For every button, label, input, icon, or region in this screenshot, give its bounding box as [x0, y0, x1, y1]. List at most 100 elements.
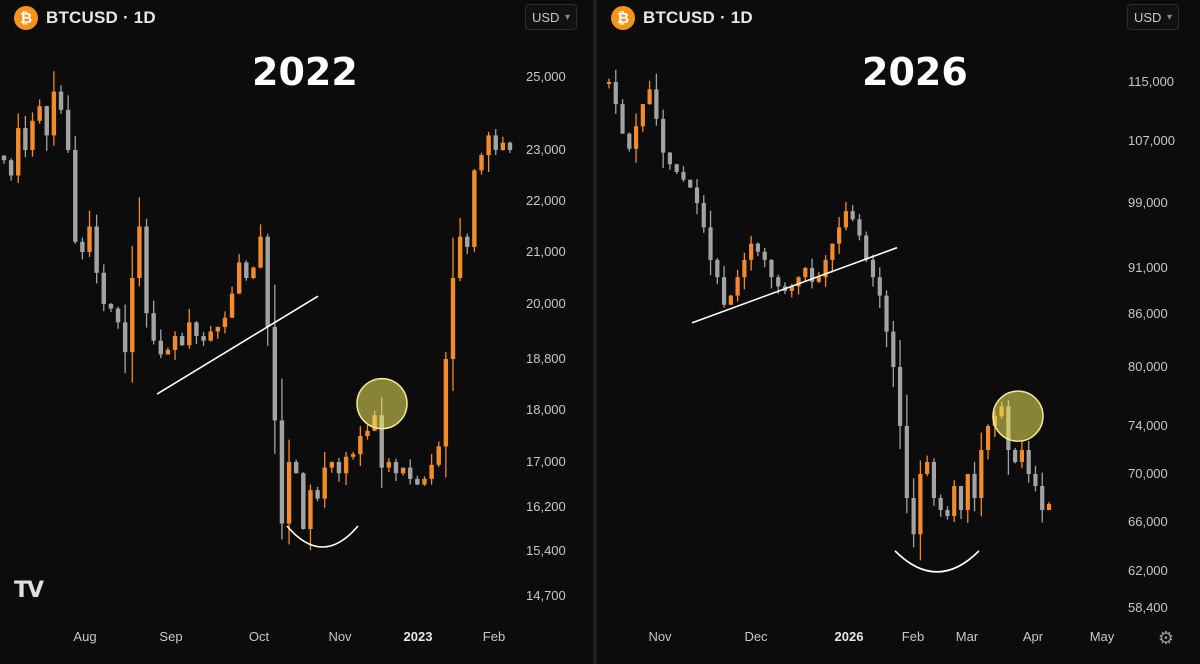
trendline — [691, 246, 898, 324]
candle-body — [322, 467, 327, 499]
currency-select[interactable]: USD ▾ — [1127, 4, 1179, 30]
candlestick-chart-2022[interactable]: 25,000 23,000 22,000 21,000 20,000 18,800 18,0… — [0, 0, 593, 664]
candle-body — [507, 142, 513, 150]
candle-body — [415, 478, 420, 485]
candle-body — [208, 331, 213, 341]
candle-body — [87, 226, 92, 252]
currency-select[interactable]: USD ▾ — [525, 4, 577, 30]
candlestick-chart-2026[interactable]: 115,000 107,000 99,000 91,000 86,000 80,000 74… — [597, 0, 1200, 664]
candle-body — [8, 160, 14, 176]
candle-body — [613, 82, 618, 105]
candle-body — [172, 336, 178, 350]
y-tick-label: 86,000 — [1128, 306, 1168, 321]
symbol-header[interactable]: ₿ BTCUSD · 1D — [14, 6, 156, 30]
candle-body — [351, 454, 356, 457]
candle-body — [457, 236, 463, 278]
candle-body — [647, 89, 652, 105]
candle-body — [222, 317, 228, 327]
candle-body — [789, 286, 794, 291]
candle-body — [1, 155, 7, 161]
candle-body — [715, 259, 720, 278]
candle-body — [769, 259, 774, 278]
candle-body — [450, 278, 456, 359]
candle-body — [329, 462, 335, 468]
candle-body — [265, 236, 270, 327]
x-tick-label: Mar — [956, 629, 979, 644]
candle-body — [633, 126, 639, 149]
candle-body — [30, 120, 35, 150]
candle-body — [16, 128, 21, 176]
candle-body — [823, 259, 828, 278]
y-tick-label: 18,800 — [526, 351, 566, 366]
candle-body — [918, 474, 923, 535]
y-tick-label: 91,000 — [1128, 260, 1168, 275]
candle-body — [931, 462, 937, 498]
y-tick-label: 74,000 — [1128, 418, 1168, 433]
bitcoin-icon: ₿ — [611, 6, 635, 30]
candle-body — [735, 277, 740, 296]
y-tick-label: 14,700 — [526, 588, 566, 603]
candle-body — [640, 104, 645, 127]
candle-body — [958, 486, 964, 510]
x-tick-label: Oct — [249, 629, 270, 644]
x-tick-label: Apr — [1023, 629, 1044, 644]
candle-body — [755, 243, 761, 252]
chart-panel-2026[interactable]: ₿ BTCUSD · 1D USD ▾ 2026 115,000 107,000 9… — [597, 0, 1200, 664]
symbol-header[interactable]: ₿ BTCUSD · 1D — [611, 6, 753, 30]
y-tick-label: 22,000 — [526, 193, 566, 208]
y-tick-label: 115,000 — [1128, 74, 1174, 89]
candle-body — [429, 464, 434, 479]
candle-body — [272, 326, 278, 421]
candle-body — [843, 211, 849, 228]
candle-body — [80, 241, 85, 252]
candle-body — [358, 436, 363, 455]
candle-body — [979, 450, 984, 498]
x-tick-label: Feb — [902, 629, 924, 644]
y-tick-label: 99,000 — [1128, 195, 1168, 210]
candle-body — [422, 478, 427, 485]
y-tick-label: 17,000 — [526, 454, 566, 469]
candle-body — [1019, 450, 1025, 462]
highlight-circle — [992, 390, 1044, 442]
candle-body — [1046, 504, 1052, 510]
candle-body — [187, 322, 192, 346]
candle-body — [151, 313, 156, 341]
candle-body — [776, 277, 781, 287]
candle-body — [315, 490, 320, 499]
x-tick-label: Nov — [328, 629, 352, 644]
y-tick-label: 107,000 — [1128, 133, 1175, 148]
x-tick-label: Dec — [744, 629, 768, 644]
panel-divider[interactable] — [593, 0, 597, 664]
y-tick-label: 15,400 — [526, 543, 566, 558]
candle-body — [870, 259, 876, 278]
candle-body — [279, 420, 285, 524]
candle-body — [158, 340, 163, 355]
x-tick-label: Sep — [159, 629, 182, 644]
candle-body — [816, 277, 821, 282]
y-tick-label: 20,000 — [526, 296, 566, 311]
candle-body — [721, 277, 727, 305]
candle-body — [830, 243, 835, 260]
candle-body — [301, 473, 306, 529]
x-tick-label: Nov — [648, 629, 672, 644]
chevron-down-icon: ▾ — [1166, 11, 1172, 23]
candle-body — [500, 142, 506, 150]
tradingview-logo-icon: TV — [14, 578, 44, 603]
settings-gear-icon[interactable]: ⚙ — [1157, 628, 1175, 648]
candle-body — [201, 336, 206, 341]
candle-body — [58, 91, 64, 110]
candle-body — [681, 172, 686, 180]
candle-body — [891, 331, 896, 367]
x-tick-label: 2023 — [404, 629, 433, 644]
chart-panel-2022[interactable]: ₿ BTCUSD · 1D USD ▾ 2022 25,000 23,000 22,… — [0, 0, 593, 664]
candle-body — [130, 278, 135, 353]
candle-body — [837, 227, 842, 244]
candle-body — [293, 462, 299, 474]
candle-body — [762, 251, 767, 260]
candle-body — [728, 295, 733, 305]
x-tick-label: May — [1090, 629, 1115, 644]
candle-body — [1033, 474, 1038, 486]
symbol-label: BTCUSD · 1D — [46, 8, 156, 27]
candle-body — [258, 236, 263, 268]
y-tick-label: 18,000 — [526, 402, 566, 417]
